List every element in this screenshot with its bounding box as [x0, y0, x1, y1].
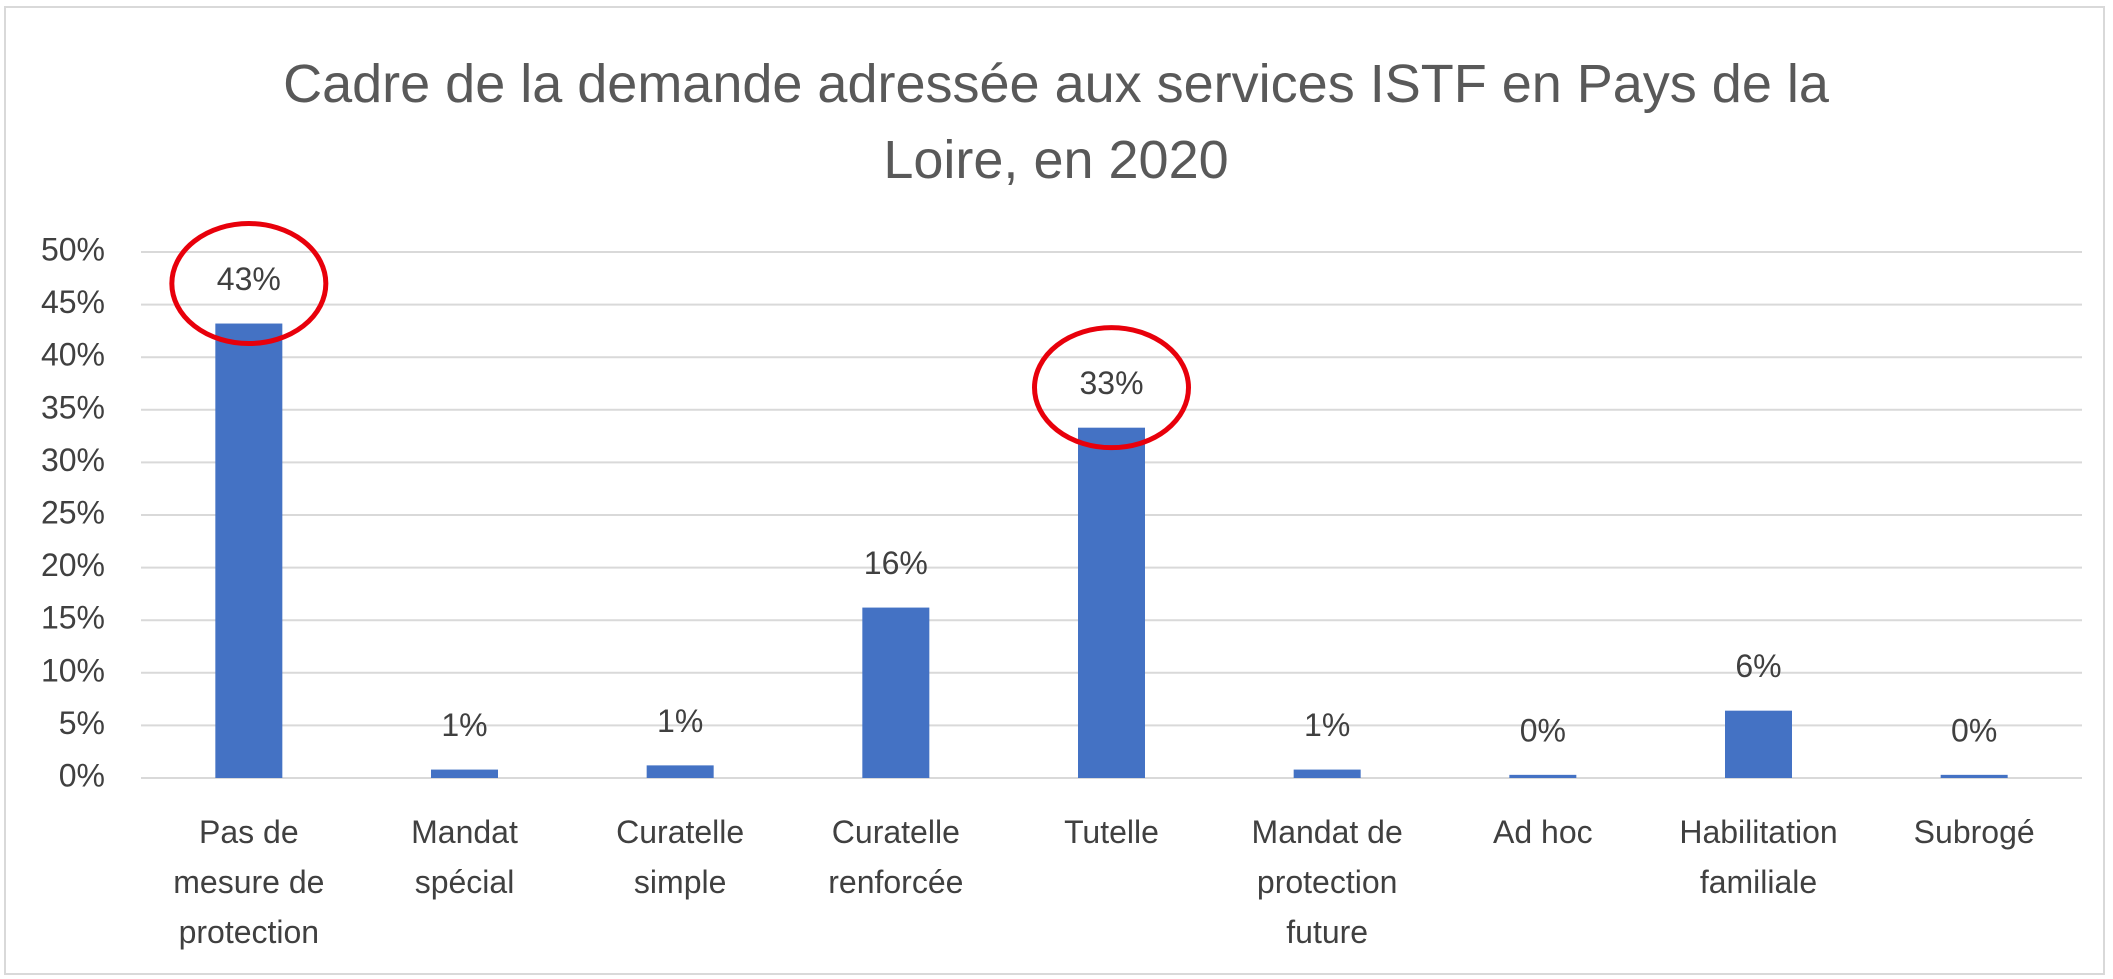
x-tick-label-line: future: [1286, 914, 1368, 950]
x-tick-label-line: familiale: [1700, 864, 1817, 900]
x-tick-label-line: Subrogé: [1914, 814, 2035, 850]
y-tick-label: 20%: [41, 547, 105, 583]
highlight-circle: [1032, 325, 1191, 451]
bar: [1940, 774, 2008, 778]
bar: [1078, 427, 1145, 778]
y-tick-label: 0%: [59, 757, 105, 793]
bar: [431, 769, 498, 778]
value-label: 6%: [1735, 648, 1781, 684]
y-tick-label: 35%: [41, 389, 105, 425]
x-tick-label-line: protection: [1257, 864, 1398, 900]
x-tick-label: Mandat spécial: [411, 814, 518, 900]
value-label: 0%: [1951, 712, 1997, 748]
x-tick-label: Habilitation familiale: [1679, 814, 1837, 900]
y-tick-label: 40%: [41, 337, 105, 373]
chart-frame: [4, 6, 2105, 975]
x-tick-label-line: mesure de: [173, 864, 324, 900]
x-tick-label-line: Curatelle: [832, 814, 960, 850]
bar: [1293, 769, 1361, 778]
y-tick-label: 30%: [41, 442, 105, 478]
x-tick-label-line: Ad hoc: [1493, 814, 1593, 850]
x-tick-label: Subrogé: [1914, 814, 2035, 850]
x-tick-label-line: Mandat: [411, 814, 518, 850]
y-tick-label: 50%: [41, 231, 105, 267]
chart-title: Cadre de la demande adressée aux service…: [283, 54, 1829, 190]
highlight-circle: [169, 221, 329, 347]
value-label: 33%: [1079, 365, 1143, 401]
x-tick-label-line: renforcée: [828, 864, 963, 900]
x-tick-label: Pas de mesure de protection: [173, 814, 324, 950]
value-label: 16%: [864, 545, 928, 581]
value-label: 1%: [441, 707, 487, 743]
y-tick-label: 15%: [41, 600, 105, 636]
x-tick-label-line: simple: [634, 864, 726, 900]
bar: [215, 323, 283, 778]
x-tick-label-line: Habilitation: [1679, 814, 1837, 850]
x-tick-label: Curatelle simple: [616, 814, 744, 900]
x-tick-label-line: Tutelle: [1064, 814, 1159, 850]
x-tick-label: Mandat de protection future: [1252, 814, 1403, 950]
bar: [1509, 774, 1577, 778]
x-tick-label-line: Pas de: [199, 814, 299, 850]
y-tick-label: 10%: [41, 652, 105, 688]
bar: [646, 765, 714, 778]
value-label: 1%: [1304, 707, 1350, 743]
x-tick-label: Curatelle renforcée: [828, 814, 963, 900]
bar: [862, 607, 930, 778]
y-tick-label: 25%: [41, 494, 105, 530]
value-label: 1%: [657, 703, 703, 739]
x-tick-label-line: spécial: [415, 864, 515, 900]
y-tick-label: 45%: [41, 284, 105, 320]
value-label: 0%: [1520, 712, 1566, 748]
y-tick-label: 5%: [59, 705, 105, 741]
x-tick-label-line: Curatelle: [616, 814, 744, 850]
x-tick-label-line: protection: [179, 914, 320, 950]
value-label: 43%: [217, 261, 281, 297]
bar: [1725, 710, 1792, 778]
x-tick-label: Ad hoc: [1493, 814, 1593, 850]
x-tick-label: Tutelle: [1064, 814, 1159, 850]
x-tick-label-line: Mandat de: [1252, 814, 1403, 850]
